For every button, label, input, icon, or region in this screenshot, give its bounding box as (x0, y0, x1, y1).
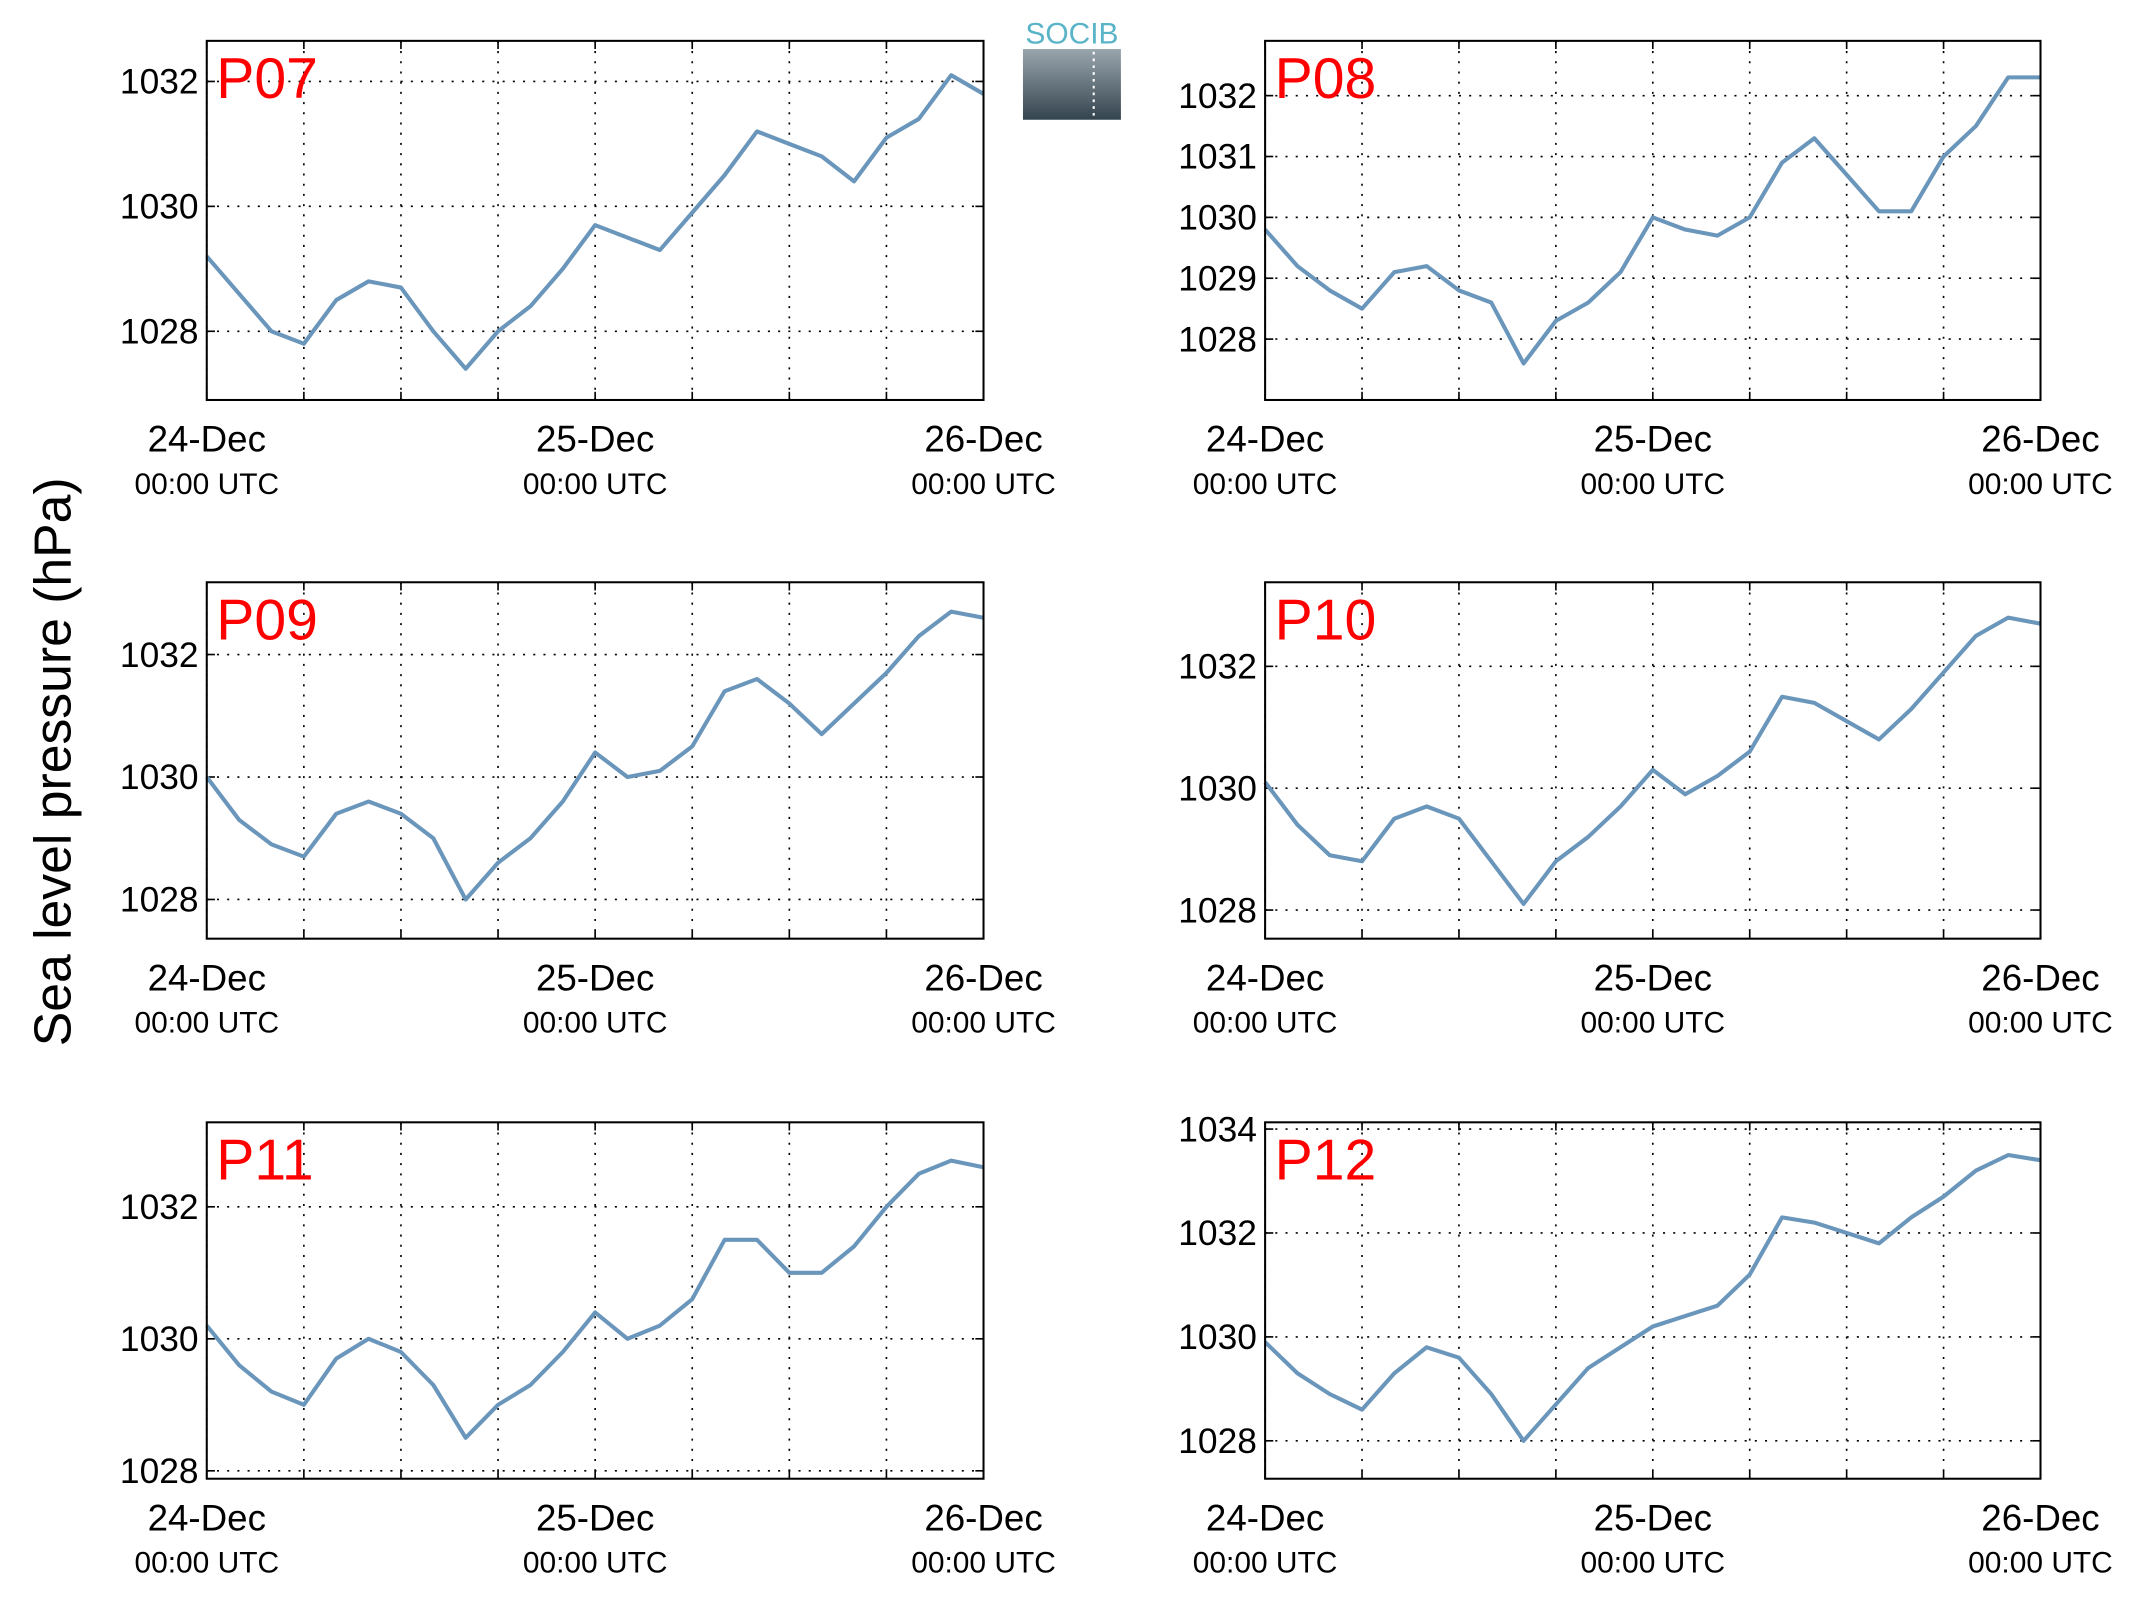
series-line (1263, 75, 2041, 366)
logo-text: SOCIB (1025, 18, 1118, 51)
x-tick-sublabel: 00:00 UTC (1580, 468, 1725, 501)
y-tick-label: 1032 (1178, 77, 1257, 116)
y-tick-label: 1032 (120, 63, 199, 102)
x-tick-sublabel: 00:00 UTC (911, 468, 1056, 501)
x-tick-sublabel: 00:00 UTC (1968, 1007, 2113, 1040)
y-tick-label: 1028 (1178, 1422, 1257, 1461)
x-tick-label: 24-Dec (1206, 1497, 1324, 1538)
plot-area (206, 1122, 984, 1479)
y-tick-label: 1030 (120, 188, 199, 227)
y-tick-label: 1028 (1178, 320, 1257, 359)
y-tick-label: 1030 (1178, 199, 1257, 238)
x-tick-sublabel: 00:00 UTC (1580, 1547, 1725, 1580)
x-tick-label: 25-Dec (536, 419, 654, 460)
x-tick-label: 24-Dec (1206, 419, 1324, 460)
x-tick-label: 25-Dec (536, 1497, 654, 1538)
x-tick-label: 24-Dec (1206, 957, 1324, 998)
y-tick-label: 1030 (120, 1320, 199, 1359)
series-line (1263, 615, 2041, 906)
panel: 1028 1030 1032 24-Dec 00:00 UTC 25-Dec 00:00 U… (1178, 581, 2113, 1040)
x-tick-label: 26-Dec (924, 957, 1042, 998)
panel: 1028 1029 1030 1031 1032 24-Dec 00:00 UTC 25-De… (1178, 39, 2113, 501)
x-tick-sublabel: 00:00 UTC (1968, 1547, 2113, 1580)
plot-frame (1264, 39, 2042, 402)
panel: 1028 1030 1032 24-Dec 00:00 UTC 25-Dec 00:00 U… (120, 39, 1056, 501)
y-tick-label: 1031 (1178, 138, 1257, 177)
y-axis-label: Sea level pressure (hPa) (24, 477, 82, 1046)
x-tick-label: 26-Dec (1981, 957, 2099, 998)
plot-frame (205, 1121, 985, 1480)
y-tick-label: 1028 (120, 313, 199, 352)
plot-area (206, 582, 984, 939)
y-tick-label: 1029 (1178, 259, 1257, 298)
plot-frame (205, 581, 985, 940)
x-tick-sublabel: 00:00 UTC (134, 468, 279, 501)
y-tick-label: 1034 (1178, 1110, 1257, 1149)
y-tick-label: 1032 (1178, 1214, 1257, 1253)
plot-frame (1264, 1121, 2042, 1480)
x-tick-label: 26-Dec (1981, 419, 2099, 460)
x-tick-sublabel: 00:00 UTC (1193, 1007, 1338, 1040)
x-tick-sublabel: 00:00 UTC (523, 468, 668, 501)
plot-area (206, 40, 984, 400)
x-tick-sublabel: 00:00 UTC (523, 1007, 668, 1040)
plot-frame (1264, 581, 2042, 940)
panel: 1028 1030 1032 1034 24-Dec 00:00 UTC 25-Dec 00:… (1178, 1110, 2113, 1579)
x-tick-label: 25-Dec (1594, 419, 1712, 460)
panel: 1028 1030 1032 24-Dec 00:00 UTC 25-Dec 00:00 U… (120, 581, 1056, 1040)
plot-area (1265, 1122, 2041, 1479)
x-tick-label: 26-Dec (924, 419, 1042, 460)
x-tick-sublabel: 00:00 UTC (911, 1547, 1056, 1580)
x-tick-sublabel: 00:00 UTC (1968, 468, 2113, 501)
panel-title: P11 (216, 1128, 313, 1192)
panel: 1028 1030 1032 24-Dec 00:00 UTC 25-Dec 00:00 U… (120, 1121, 1056, 1580)
plot-area (1265, 582, 2041, 939)
panel-title: P07 (216, 47, 318, 111)
logo-box (1022, 49, 1121, 120)
x-tick-label: 25-Dec (1594, 957, 1712, 998)
x-tick-sublabel: 00:00 UTC (911, 1007, 1056, 1040)
x-tick-sublabel: 00:00 UTC (523, 1547, 668, 1580)
series-line (1263, 1153, 2041, 1443)
y-tick-label: 1030 (1178, 1318, 1257, 1357)
y-tick-label: 1032 (1178, 648, 1257, 687)
series-line (205, 73, 985, 371)
y-tick-label: 1030 (120, 758, 199, 797)
logo: SOCIB (1022, 18, 1121, 120)
x-tick-sublabel: 00:00 UTC (134, 1007, 279, 1040)
panel-title: P12 (1275, 1128, 1377, 1192)
y-tick-label: 1028 (120, 1452, 199, 1491)
y-tick-label: 1030 (1178, 769, 1257, 808)
x-tick-label: 26-Dec (924, 1497, 1042, 1538)
x-tick-sublabel: 00:00 UTC (1193, 468, 1338, 501)
x-tick-label: 25-Dec (1594, 1497, 1712, 1538)
y-tick-label: 1032 (120, 1188, 199, 1227)
x-tick-sublabel: 00:00 UTC (134, 1547, 279, 1580)
series-line (205, 609, 984, 902)
y-tick-label: 1028 (120, 881, 199, 920)
x-tick-sublabel: 00:00 UTC (1193, 1547, 1338, 1580)
panel-title: P08 (1275, 47, 1377, 111)
y-tick-label: 1028 (1178, 891, 1257, 930)
panel-title: P09 (216, 588, 318, 652)
x-tick-label: 25-Dec (536, 957, 654, 998)
x-tick-label: 24-Dec (148, 957, 266, 998)
y-tick-label: 1032 (120, 636, 199, 675)
series-line (205, 1158, 984, 1440)
x-tick-label: 24-Dec (148, 419, 266, 460)
x-tick-sublabel: 00:00 UTC (1580, 1007, 1725, 1040)
x-tick-label: 24-Dec (148, 1497, 266, 1538)
x-tick-label: 26-Dec (1981, 1497, 2099, 1538)
panel-title: P10 (1275, 588, 1377, 652)
plot-frame (205, 39, 985, 402)
